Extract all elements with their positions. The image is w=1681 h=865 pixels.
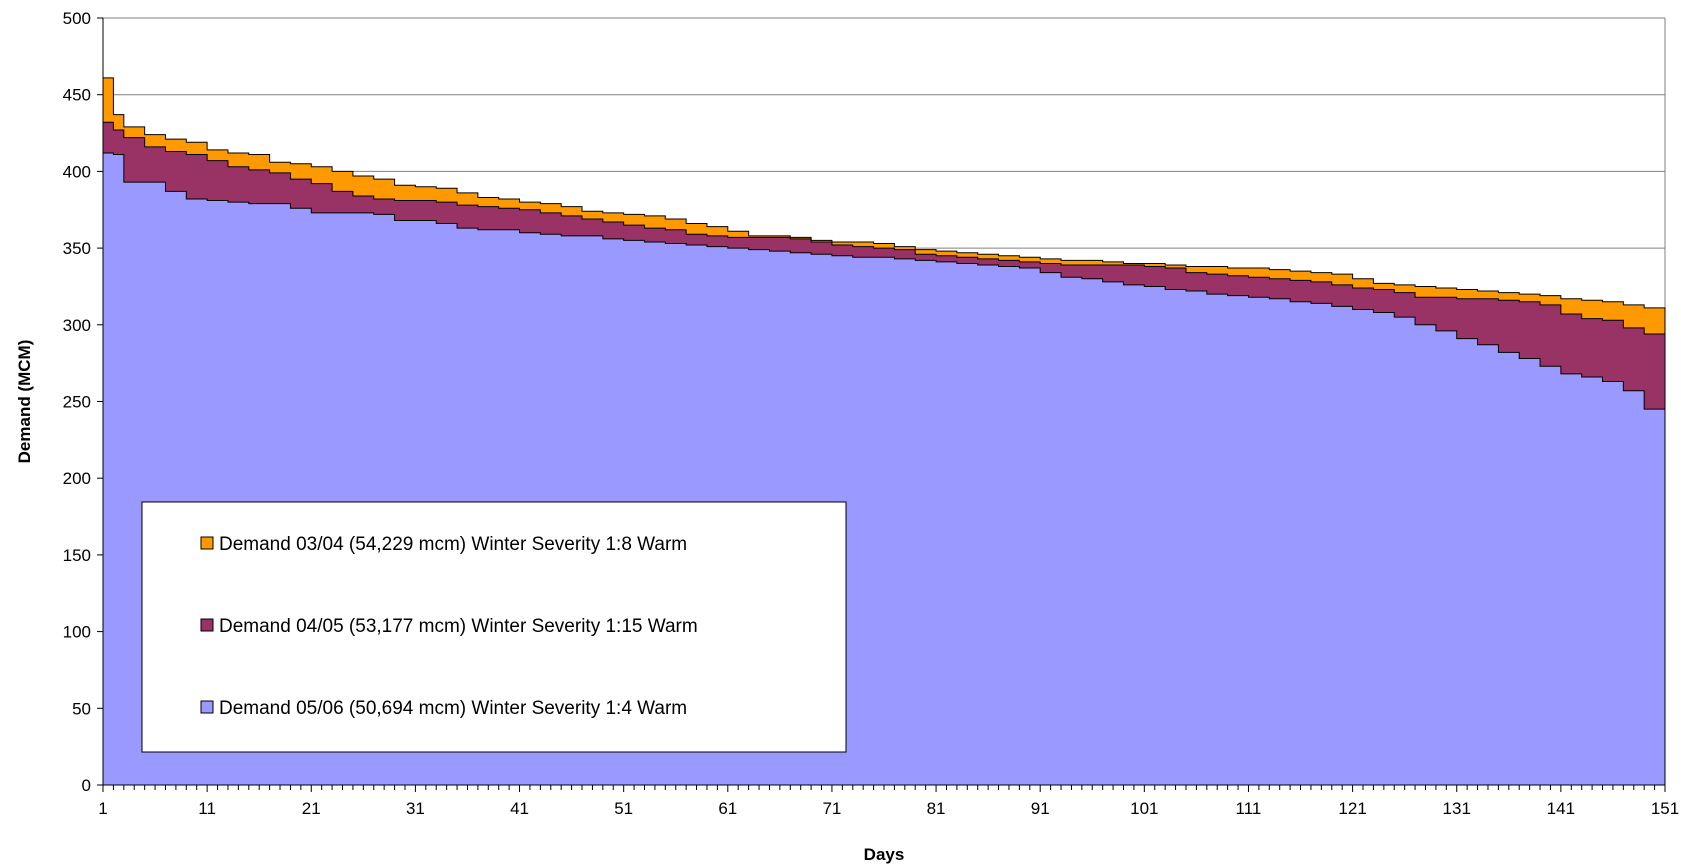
y-tick-label: 500 <box>63 9 91 28</box>
x-tick-label: 101 <box>1130 799 1158 818</box>
x-tick-label: 61 <box>718 799 737 818</box>
legend-label: Demand 05/06 (50,694 mcm) Winter Severit… <box>219 698 687 719</box>
x-tick-label: 31 <box>406 799 425 818</box>
x-tick-label: 11 <box>198 799 216 818</box>
legend-swatch <box>200 700 214 714</box>
legend-label: Demand 04/05 (53,177 mcm) Winter Severit… <box>219 616 698 637</box>
legend-box <box>141 501 847 753</box>
x-tick-label: 131 <box>1443 799 1471 818</box>
y-axis-title: Demand (MCM) <box>15 340 34 464</box>
y-tick-label: 450 <box>63 86 91 105</box>
x-tick-label: 21 <box>302 799 321 818</box>
x-tick-label: 51 <box>614 799 633 818</box>
legend-label: Demand 03/04 (54,229 mcm) Winter Severit… <box>219 534 687 555</box>
legend-swatch <box>200 536 214 550</box>
x-tick-label: 91 <box>1031 799 1050 818</box>
y-tick-label: 400 <box>63 162 91 181</box>
x-tick-label: 121 <box>1338 799 1366 818</box>
x-tick-label: 141 <box>1547 799 1575 818</box>
y-tick-label: 300 <box>63 316 91 335</box>
x-tick-label: 111 <box>1236 799 1262 818</box>
y-tick-label: 150 <box>63 546 91 565</box>
y-tick-label: 0 <box>82 776 91 795</box>
x-tick-label: 71 <box>822 799 841 818</box>
y-tick-label: 350 <box>63 239 91 258</box>
y-tick-label: 50 <box>72 699 91 718</box>
x-axis-title: Days <box>864 845 905 864</box>
legend-swatch <box>200 618 214 632</box>
x-tick-label: 1 <box>98 799 107 818</box>
x-tick-label: 151 <box>1651 799 1679 818</box>
legend: Demand 03/04 (54,229 mcm) Winter Severit… <box>141 501 847 753</box>
x-tick-label: 41 <box>510 799 529 818</box>
y-tick-label: 200 <box>63 469 91 488</box>
y-tick-label: 250 <box>63 393 91 412</box>
x-tick-label: 81 <box>927 799 946 818</box>
y-tick-label: 100 <box>63 623 91 642</box>
